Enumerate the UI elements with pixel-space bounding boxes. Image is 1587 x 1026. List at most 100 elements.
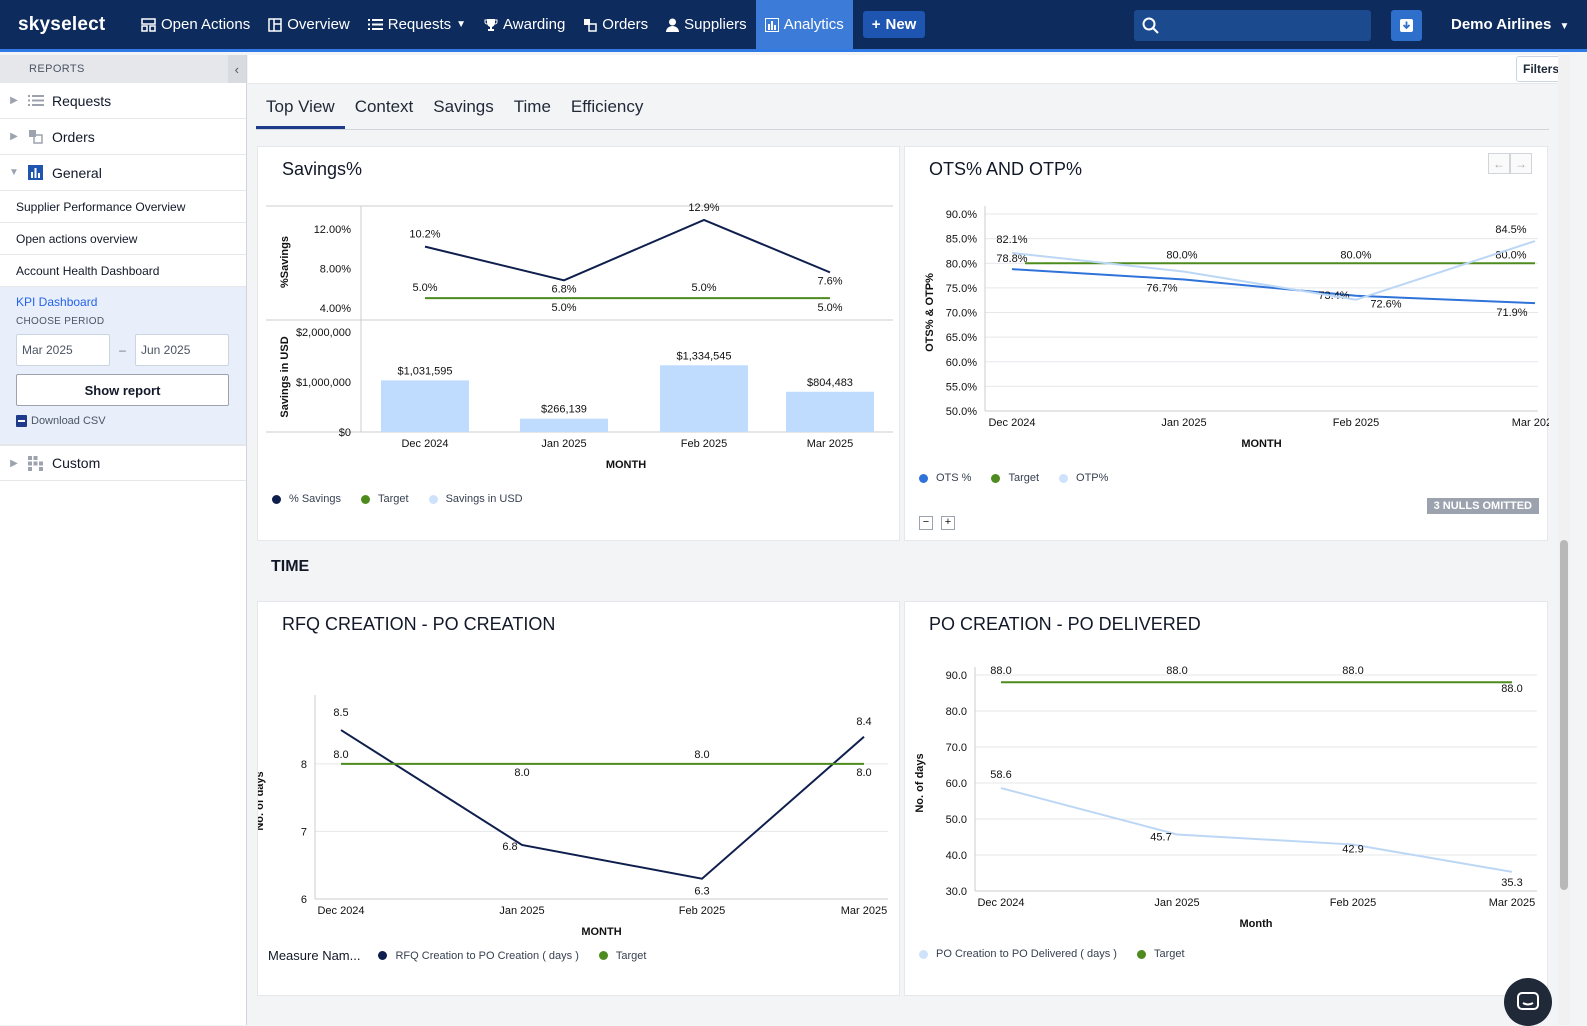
nav-suppliers[interactable]: Suppliers: [657, 0, 756, 49]
report-link-supplier-performance[interactable]: Supplier Performance Overview: [0, 191, 246, 223]
legend-item[interactable]: RFQ Creation to PO Creation ( days ): [378, 949, 579, 962]
nav-orders[interactable]: Orders: [574, 0, 657, 49]
period-from-input[interactable]: [16, 334, 110, 366]
legend-item[interactable]: Savings in USD: [428, 493, 523, 505]
data-label: 78.8%: [996, 253, 1027, 265]
report-link-account-health[interactable]: Account Health Dashboard: [0, 255, 246, 287]
legend-item[interactable]: PO Creation to PO Delivered ( days ): [919, 948, 1117, 960]
savings-bar: [660, 365, 748, 432]
legend-item[interactable]: OTP%: [1059, 472, 1108, 484]
legend-item[interactable]: Target: [1136, 948, 1185, 960]
collapse-sidebar-button[interactable]: ‹: [228, 55, 246, 83]
legend-swatch: [428, 494, 438, 504]
legend-swatch: [919, 473, 928, 483]
legend-label: Target: [615, 949, 647, 962]
chart-title: PO CREATION - PO DELIVERED: [929, 614, 1201, 634]
data-label: 42.9: [1342, 844, 1363, 856]
savings-bar: [520, 418, 608, 432]
plus-icon: +: [871, 16, 881, 33]
nav-open-actions[interactable]: Open Actions: [132, 0, 259, 49]
scrollbar-thumb[interactable]: [1560, 540, 1568, 890]
new-button[interactable]: + New: [862, 11, 926, 38]
data-label: 8.0: [333, 749, 348, 761]
y-tick-label: 60.0%: [946, 357, 977, 369]
arrow-left-icon[interactable]: ←: [1488, 153, 1510, 174]
x-tick-label: Feb 2025: [681, 438, 727, 450]
reports-sidebar: REPORTS ‹ ▶ Requests ▶ Orders ▼ General …: [0, 55, 247, 1025]
report-link-open-actions[interactable]: Open actions overview: [0, 223, 246, 255]
series-line: [1000, 787, 1513, 873]
data-label: 80.0%: [1495, 249, 1526, 261]
tab-efficiency[interactable]: Efficiency: [570, 97, 644, 116]
legend-label: RFQ Creation to PO Creation ( days ): [395, 949, 579, 962]
zoom-in-button[interactable]: +: [941, 516, 955, 530]
download-button[interactable]: [1391, 10, 1422, 41]
search-input[interactable]: [1167, 17, 1357, 34]
legend-item[interactable]: Target: [991, 472, 1039, 484]
arrow-right-icon[interactable]: →: [1510, 153, 1532, 174]
sidebar-group-requests[interactable]: ▶ Requests: [0, 83, 246, 119]
search-box[interactable]: [1134, 10, 1371, 41]
data-label: 88.0: [990, 665, 1011, 677]
trophy-icon: [484, 18, 498, 31]
legend-item[interactable]: Target: [598, 949, 647, 962]
legend-item[interactable]: % Savings: [272, 493, 341, 505]
legend-label: Target: [1008, 472, 1040, 484]
chart-title: Savings%: [282, 159, 363, 179]
tab-top-view[interactable]: Top View: [256, 93, 345, 129]
data-label: 6.8: [502, 841, 517, 853]
download-csv-link[interactable]: Download CSV: [16, 415, 230, 427]
kpi-dashboard-link[interactable]: KPI Dashboard: [16, 295, 98, 309]
chevron-left-icon: ‹: [234, 61, 240, 77]
sidebar-group-custom[interactable]: ▶ Custom: [0, 445, 246, 481]
nav-overview[interactable]: Overview: [259, 0, 359, 49]
app-logo[interactable]: skyselect: [18, 13, 106, 35]
tab-context[interactable]: Context: [354, 97, 414, 116]
legend-item[interactable]: OTS %: [919, 472, 971, 484]
series-line: [340, 729, 865, 880]
sidebar-header: REPORTS ‹: [0, 55, 246, 83]
period-selector: –: [16, 334, 230, 366]
section-heading-time: TIME: [271, 558, 310, 575]
x-tick-label: Feb 2025: [679, 905, 725, 917]
sidebar-group-orders[interactable]: ▶ Orders: [0, 119, 246, 155]
nav-analytics[interactable]: Analytics: [755, 0, 853, 49]
account-menu[interactable]: Demo Airlines ▼: [1451, 16, 1569, 33]
savings-chart-card: Savings% 12.00% 8.00% 4.00% %Savings 10.2% 6.…: [257, 146, 900, 541]
page-scrollbar[interactable]: [1558, 55, 1570, 1025]
bar-value-label: $266,139: [541, 404, 587, 416]
data-label: 8.5: [333, 707, 348, 719]
zoom-out-button[interactable]: −: [919, 516, 933, 530]
y-tick-label: 8: [301, 759, 307, 771]
legend-item[interactable]: Target: [360, 493, 409, 505]
tab-time[interactable]: Time: [513, 97, 551, 116]
nav-label: Open Actions: [161, 16, 251, 33]
x-axis-title: MONTH: [1241, 438, 1281, 450]
y-tick-label: 55.0%: [946, 381, 977, 393]
kpi-dashboard-panel: KPI Dashboard CHOOSE PERIOD – Show repor…: [0, 287, 246, 445]
chat-widget-button[interactable]: [1504, 978, 1552, 1026]
data-label: 6.8%: [551, 283, 576, 295]
chart-title: RFQ CREATION - PO CREATION: [282, 614, 556, 634]
caret-right-icon: ▶: [10, 457, 18, 469]
orders-icon: [28, 129, 52, 144]
list-icon: [28, 94, 52, 107]
bar-chart-icon: [28, 165, 52, 180]
tab-savings[interactable]: Savings: [433, 97, 494, 116]
data-label: 88.0: [1166, 665, 1187, 677]
x-tick-label: Mar 2025: [841, 905, 887, 917]
inbox-icon: [141, 17, 156, 32]
period-to-input[interactable]: [135, 334, 229, 366]
y-tick-label: $1,000,000: [296, 377, 351, 389]
report-tabs: Top View Context Savings Time Efficiency: [256, 93, 1549, 130]
sidebar-group-general[interactable]: ▼ General: [0, 155, 246, 191]
nav-requests[interactable]: Requests ▼: [359, 0, 475, 49]
bar-value-label: $1,031,595: [397, 365, 452, 377]
show-report-button[interactable]: Show report: [16, 374, 229, 406]
y-tick-label: 6: [301, 894, 307, 906]
chat-icon: [1517, 992, 1539, 1010]
chart-title: OTS% AND OTP%: [929, 159, 1083, 179]
savings-pct-line: [424, 218, 831, 282]
data-label: 12.9%: [688, 202, 719, 214]
nav-awarding[interactable]: Awarding: [475, 0, 574, 49]
